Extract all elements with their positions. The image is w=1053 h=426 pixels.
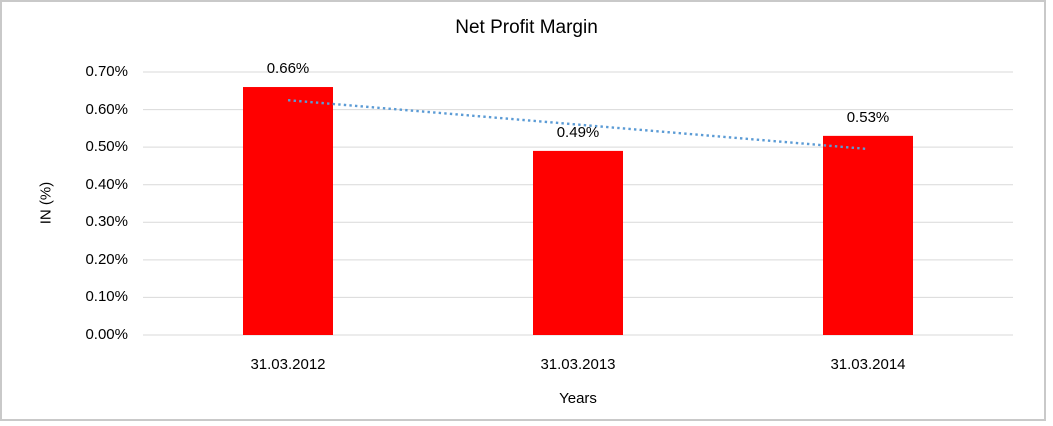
x-tick-label: 31.03.2012 [250, 356, 326, 373]
bar-value-label: 0.49% [556, 123, 600, 141]
bar [533, 150, 623, 335]
y-tick-label: 0.70% [85, 63, 128, 80]
bar [823, 135, 913, 335]
y-tick-label: 0.00% [85, 326, 128, 343]
x-axis-title: Years [559, 390, 597, 407]
bar-value-label: 0.53% [846, 108, 890, 126]
y-tick-label: 0.50% [85, 138, 128, 156]
x-tick-label: 31.03.2014 [830, 356, 906, 373]
y-tick-label: 0.20% [85, 250, 128, 268]
bar [243, 87, 333, 336]
chart-title: Net Profit Margin [455, 17, 598, 38]
y-tick-label: 0.10% [85, 288, 128, 306]
bar-value-label: 0.66% [266, 60, 310, 78]
y-tick-label: 0.60% [85, 100, 128, 118]
trendline [287, 98, 869, 151]
y-tick-label: 0.30% [85, 213, 128, 231]
y-axis-title-text: IN (%) [37, 181, 55, 225]
x-tick-label: 31.03.2013 [540, 356, 616, 373]
y-tick-label: 0.40% [85, 175, 128, 193]
